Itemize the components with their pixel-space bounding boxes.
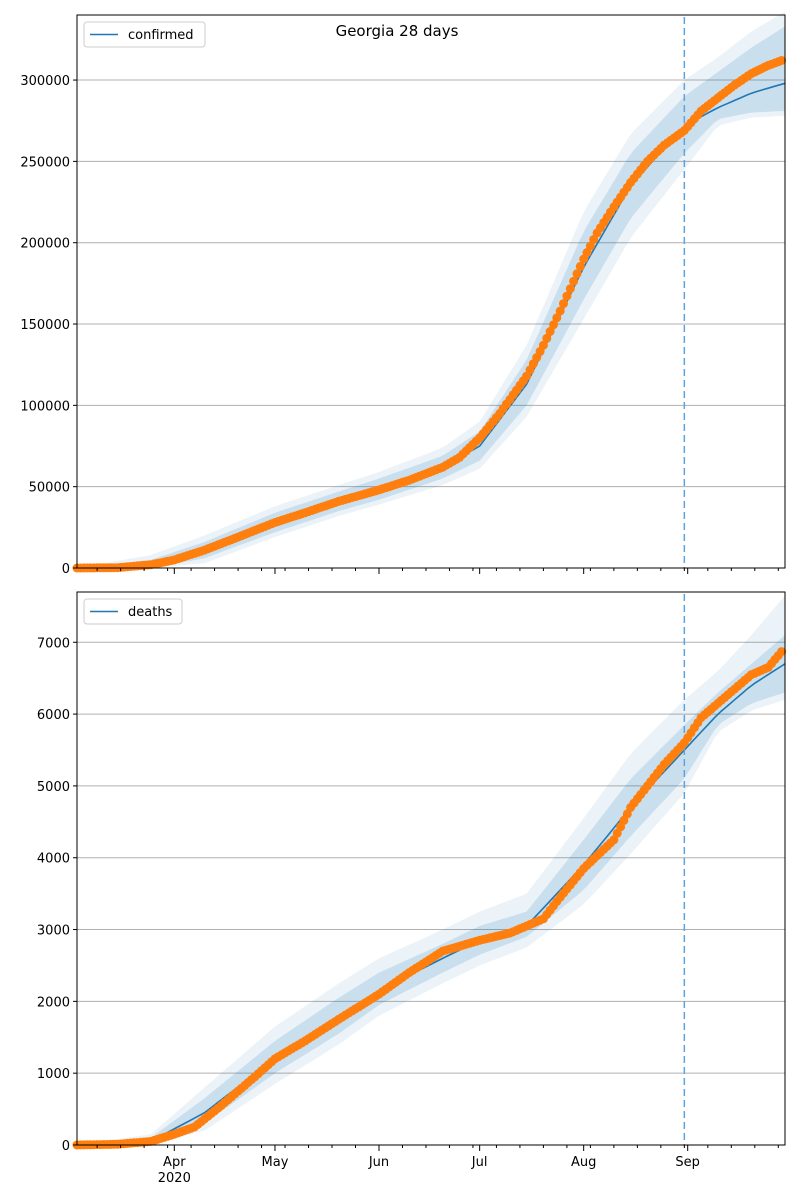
y-tick-label: 0 [62,562,70,577]
deaths-panel: 0 1000 2000 3000 4000 5000 6000 7000 Apr May Jun Ju… [37,591,787,1186]
y-tick-label: 6000 [37,708,70,723]
observed-point [565,284,575,294]
observed-point [538,340,548,350]
confirmed-panel: 0 50000 100000 150000 200000 250000 300000 conf… [20,11,787,577]
x-tick-label: Sep [675,1155,700,1170]
uncertainty-band [77,26,785,568]
y-tick-label: 250000 [20,155,70,170]
observed-point [569,276,579,286]
observed-point [572,269,582,279]
observed-point [542,333,552,343]
x-tick-label: May [262,1155,289,1170]
y-tick-label: 300000 [20,74,70,89]
x-year-label: 2020 [158,1171,191,1186]
x-tick-label: Jun [368,1155,389,1170]
observed-point [552,313,562,323]
median-line [76,663,786,1146]
y-tick-label: 0 [62,1139,70,1154]
y-tick-label: 100000 [20,399,70,414]
legend-box [83,598,183,625]
observed-point [575,261,585,271]
y-tick-label: 50000 [29,481,70,496]
observed-point [777,647,787,657]
x-tick-label: Apr [163,1155,186,1170]
observed-point [777,56,787,65]
observed-point [562,291,572,301]
y-tick-label: 200000 [20,237,70,252]
x-tick-label: Jul [471,1155,488,1170]
legend-box [83,21,206,48]
y-tick-label: 7000 [37,636,70,651]
observed-point [549,320,558,330]
y-tick-label: 1000 [37,1067,70,1082]
uncertainty-band [77,595,785,1145]
y-tick-label: 3000 [37,924,70,939]
y-tick-label: 150000 [20,318,70,333]
uncertainty-band [77,11,785,568]
legend-label: deaths [128,605,173,620]
observed-point [545,327,555,336]
y-tick-label: 4000 [37,852,70,867]
chart-title: Georgia 28 days [336,22,459,40]
axes-frame [76,14,786,569]
legend-label: confirmed [128,28,194,43]
y-tick-label: 2000 [37,995,70,1010]
x-tick-label: Aug [571,1155,596,1170]
observed-point [559,299,568,309]
observed-point [555,306,565,316]
axes-frame [76,591,786,1146]
y-tick-label: 5000 [37,780,70,795]
